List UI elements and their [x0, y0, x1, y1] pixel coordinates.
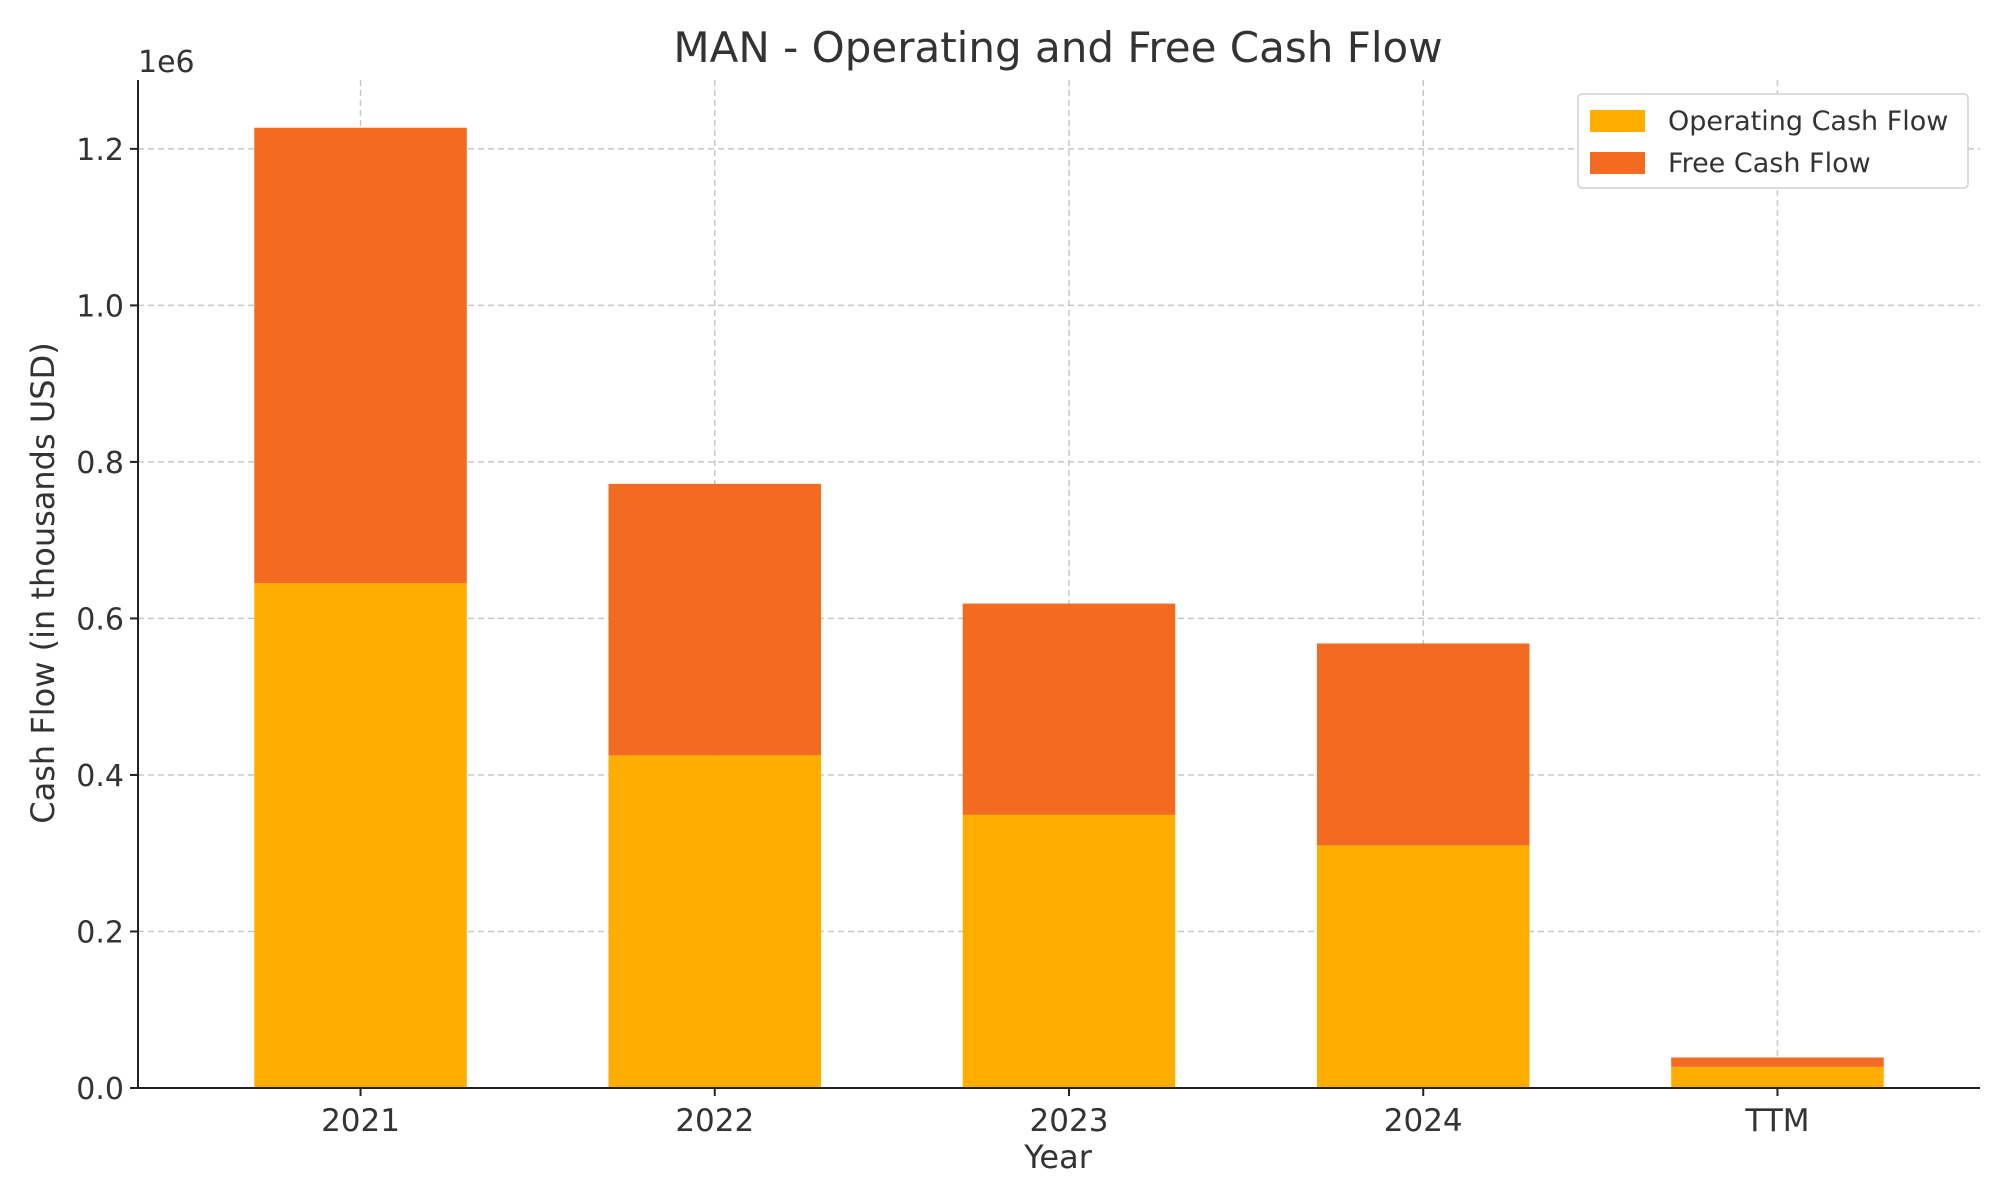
x-axis-label: Year	[1023, 1138, 1093, 1176]
bar-operating-cash-flow-2023	[962, 814, 1176, 1088]
bar-operating-cash-flow-ttm	[1671, 1066, 1884, 1088]
x-tick-label: 2022	[675, 1103, 754, 1139]
y-axis-multiplier: 1e6	[138, 45, 195, 80]
axes	[130, 80, 1980, 1096]
legend-swatch-operating-cash-flow	[1590, 110, 1645, 132]
bar-operating-cash-flow-2024	[1316, 845, 1530, 1088]
y-tick-label: 0.2	[76, 915, 124, 950]
x-tick-label: 2024	[1384, 1103, 1463, 1139]
legend: Operating Cash Flow Free Cash Flow	[1577, 93, 1969, 189]
legend-box	[1577, 93, 1969, 189]
bar-operating-cash-flow-2021	[254, 583, 467, 1088]
bars	[254, 127, 1884, 1088]
x-tick-label: TTM	[1744, 1103, 1809, 1139]
legend-label-operating-cash-flow: Operating Cash Flow	[1668, 106, 1948, 137]
bar-free-cash-flow-2021	[254, 127, 467, 584]
y-tick-label: 0.6	[76, 602, 124, 637]
x-tick-label: 2023	[1030, 1103, 1109, 1139]
bar-operating-cash-flow-2022	[608, 755, 822, 1088]
tick-labels: 0.0 0.2 0.4 0.6 0.8 1.0 1.2 2021 2022 2023 2024 TTM	[76, 133, 1809, 1139]
y-tick-label: 0.0	[76, 1072, 124, 1107]
y-axis-label: Cash Flow (in thousands USD)	[24, 342, 62, 823]
bar-free-cash-flow-2023	[962, 603, 1176, 815]
bar-free-cash-flow-2022	[608, 483, 822, 756]
bar-free-cash-flow-2024	[1316, 643, 1530, 846]
x-tick-label: 2021	[321, 1103, 400, 1139]
y-tick-label: 1.0	[76, 289, 124, 324]
y-tick-label: 1.2	[76, 133, 124, 168]
chart-title: MAN - Operating and Free Cash Flow	[673, 23, 1442, 72]
legend-label-free-cash-flow: Free Cash Flow	[1668, 148, 1871, 179]
legend-swatch-free-cash-flow	[1590, 152, 1645, 174]
y-tick-label: 0.8	[76, 446, 124, 481]
bar-free-cash-flow-ttm	[1671, 1057, 1884, 1067]
y-tick-label: 0.4	[76, 759, 124, 794]
